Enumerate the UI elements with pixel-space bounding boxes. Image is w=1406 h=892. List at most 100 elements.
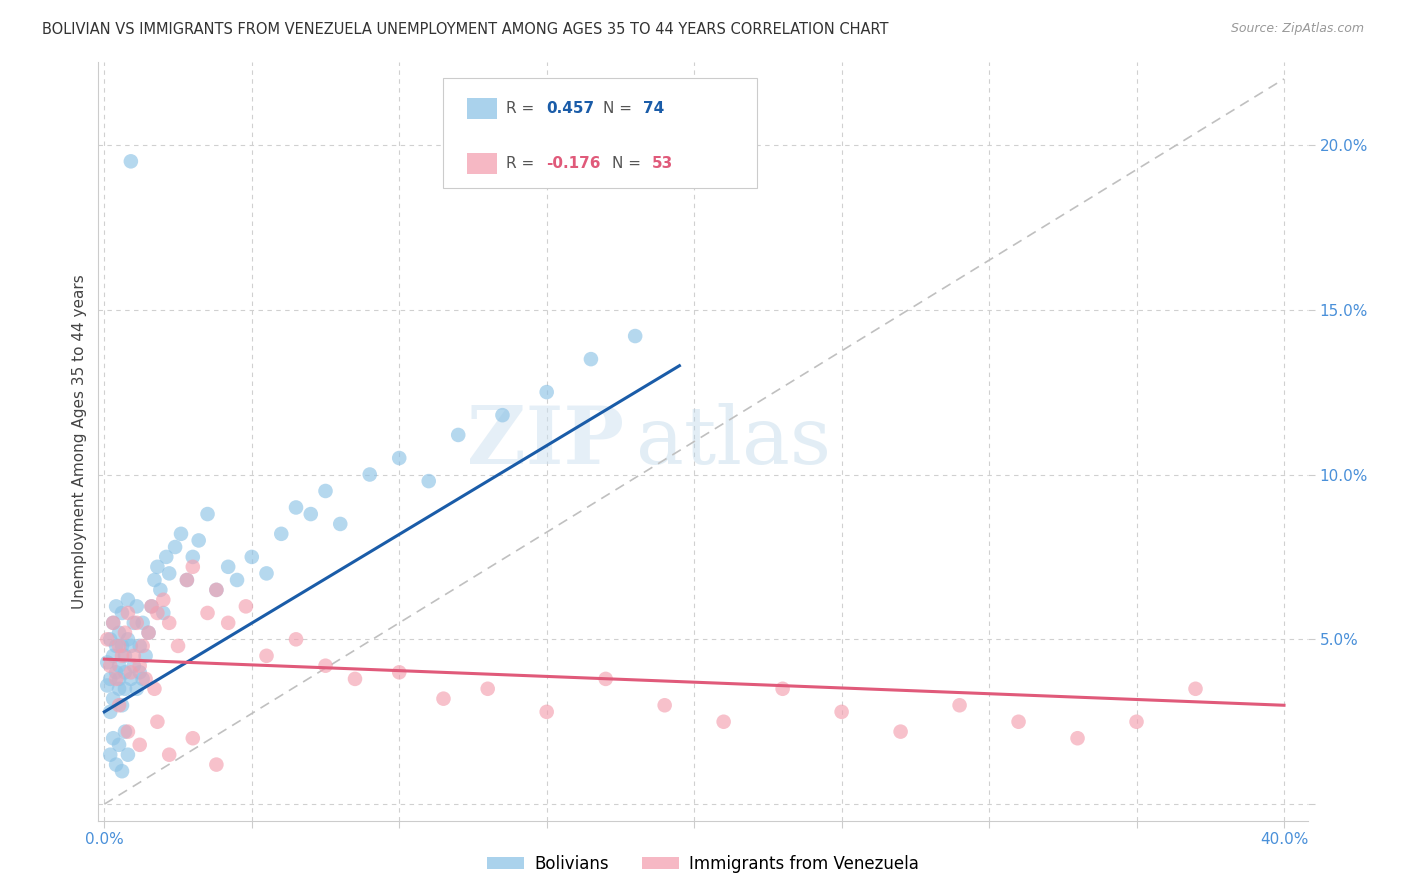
Point (181, 559, 204, 574)
Point (146, 714, 169, 729)
Point (477, 681, 499, 696)
Point (146, 559, 169, 574)
Point (122, 658, 145, 673)
Point (114, 625, 136, 640)
Point (114, 648, 136, 663)
Point (108, 681, 131, 696)
Point (235, 599, 257, 614)
Point (256, 566, 278, 581)
Point (125, 615, 148, 630)
Point (579, 352, 602, 367)
Point (114, 724, 136, 739)
Point (624, 329, 647, 343)
Point (315, 658, 337, 673)
Point (120, 639, 142, 653)
FancyBboxPatch shape (443, 78, 758, 187)
Text: 0.457: 0.457 (546, 101, 593, 116)
Point (152, 606, 174, 620)
Point (101, 691, 124, 706)
Point (141, 599, 163, 614)
Point (176, 573, 198, 587)
Point (117, 724, 139, 739)
Bar (467, 98, 498, 120)
Point (167, 639, 190, 653)
Point (111, 606, 134, 620)
Text: 53: 53 (652, 156, 673, 170)
Point (108, 639, 131, 653)
Point (388, 665, 411, 680)
Point (205, 582, 228, 597)
Point (165, 540, 187, 554)
Point (128, 658, 150, 673)
Point (101, 731, 124, 746)
Point (111, 698, 134, 713)
Point (105, 665, 128, 680)
Point (831, 705, 853, 719)
Point (120, 665, 142, 680)
Point (125, 681, 148, 696)
Point (1125, 714, 1147, 729)
Point (120, 154, 142, 169)
Point (1066, 731, 1088, 746)
Point (114, 665, 136, 680)
Point (108, 698, 131, 713)
Point (111, 764, 134, 779)
Point (143, 573, 166, 587)
Point (713, 714, 735, 729)
Point (98, 658, 121, 673)
Point (432, 691, 454, 706)
Point (131, 639, 153, 653)
Point (197, 606, 219, 620)
Point (447, 428, 470, 442)
Point (135, 648, 157, 663)
Text: 74: 74 (643, 101, 664, 116)
Point (217, 559, 239, 574)
Point (111, 639, 134, 653)
Point (948, 698, 970, 713)
Point (108, 625, 131, 640)
Text: R =: R = (506, 156, 538, 170)
Point (149, 582, 172, 597)
Point (111, 648, 134, 663)
Point (181, 549, 204, 564)
Point (388, 450, 411, 465)
Point (217, 615, 239, 630)
Point (256, 648, 278, 663)
Point (890, 724, 912, 739)
Point (105, 599, 128, 614)
Text: BOLIVIAN VS IMMIGRANTS FROM VENEZUELA UNEMPLOYMENT AMONG AGES 35 TO 44 YEARS COR: BOLIVIAN VS IMMIGRANTS FROM VENEZUELA UN… (42, 22, 889, 37)
Text: -0.176: -0.176 (546, 156, 600, 170)
Point (98, 672, 121, 686)
Point (205, 757, 228, 772)
Point (157, 566, 180, 581)
Point (125, 599, 148, 614)
Point (152, 592, 174, 607)
Point (117, 747, 139, 762)
Point (181, 731, 204, 746)
Point (120, 672, 142, 686)
Point (226, 573, 249, 587)
Point (98, 747, 121, 762)
Point (138, 625, 160, 640)
Point (101, 648, 124, 663)
Point (359, 467, 381, 482)
Text: atlas: atlas (637, 402, 831, 481)
Point (108, 658, 131, 673)
Point (135, 672, 157, 686)
Point (772, 681, 794, 696)
Point (131, 672, 153, 686)
Point (240, 549, 263, 564)
Point (285, 500, 308, 515)
Point (105, 757, 128, 772)
Point (117, 606, 139, 620)
Point (122, 615, 145, 630)
Point (141, 599, 163, 614)
Point (105, 639, 128, 653)
Point (1007, 714, 1029, 729)
Point (143, 681, 166, 696)
Bar (467, 153, 498, 174)
Point (170, 526, 193, 541)
Point (491, 408, 513, 422)
Point (128, 639, 150, 653)
Point (101, 615, 124, 630)
